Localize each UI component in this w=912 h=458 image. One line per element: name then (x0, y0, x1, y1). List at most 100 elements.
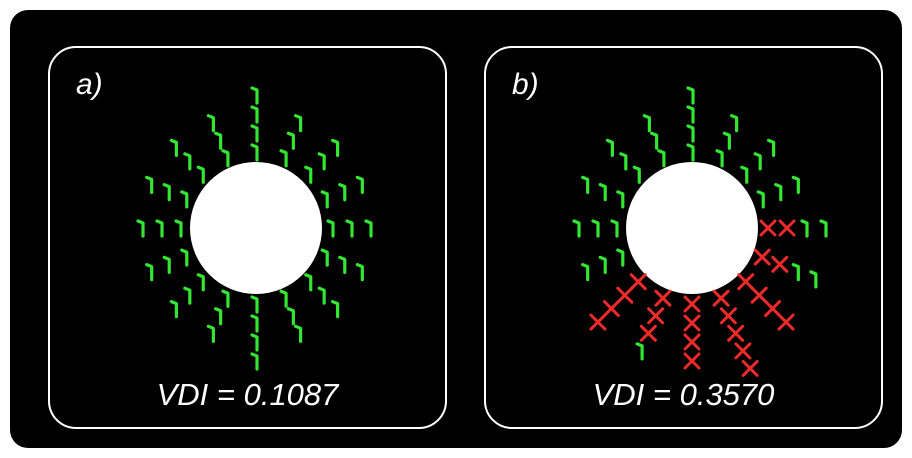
valid-vector-mark (196, 273, 205, 292)
vector-field-a (136, 86, 373, 371)
valid-vector-mark (610, 219, 619, 238)
valid-vector-mark (791, 263, 800, 282)
valid-vector-mark (774, 183, 783, 202)
invalid-vector-mark (759, 219, 777, 237)
invalid-vector-mark (737, 273, 755, 291)
valid-vector-mark (180, 248, 189, 267)
valid-vector-mark (250, 86, 259, 105)
valid-vector-mark (722, 131, 731, 150)
invalid-vector-mark (753, 248, 771, 266)
valid-vector-mark (317, 152, 326, 171)
valid-vector-mark (294, 114, 303, 133)
valid-vector-mark (767, 138, 776, 157)
vdi-value: VDI = 0.1087 (156, 377, 339, 412)
valid-vector-mark (572, 219, 581, 238)
valid-vector-mark (250, 124, 259, 143)
valid-vector-mark (320, 190, 329, 209)
valid-vector-mark (809, 270, 818, 289)
invalid-vector-mark (639, 324, 657, 342)
valid-vector-mark (338, 183, 347, 202)
valid-vector-mark (250, 333, 259, 352)
valid-vector-mark (753, 152, 762, 171)
valid-vector-mark (756, 190, 765, 209)
valid-vector-mark (286, 307, 295, 326)
valid-vector-mark (279, 149, 288, 168)
invalid-vector-mark (712, 289, 730, 307)
valid-vector-mark (169, 138, 178, 157)
invalid-vector-mark (741, 359, 759, 377)
valid-vector-mark (791, 175, 800, 194)
valid-vector-mark (183, 152, 192, 171)
valid-vector-mark (605, 138, 614, 157)
valid-vector-mark (581, 175, 590, 194)
invalid-vector-mark (647, 307, 665, 325)
valid-vector-mark (304, 273, 313, 292)
valid-vector-mark (619, 152, 628, 171)
valid-vector-mark (286, 131, 295, 150)
panel-label: a) (76, 68, 103, 101)
panel-a: a) VDI = 0.1087 (48, 46, 447, 429)
valid-vector-mark (206, 324, 215, 343)
valid-vector-mark (364, 219, 373, 238)
valid-vector-mark (317, 286, 326, 305)
valid-vector-mark (642, 114, 651, 133)
valid-vector-mark (250, 352, 259, 371)
invalid-vector-mark (589, 313, 607, 331)
valid-vector-mark (294, 324, 303, 343)
valid-vector-mark (686, 86, 695, 105)
valid-vector-mark (206, 114, 215, 133)
panel-b: b) VDI = 0.3570 (484, 46, 883, 429)
valid-vector-mark (196, 165, 205, 184)
valid-vector-mark (214, 307, 223, 326)
valid-vector-mark (632, 165, 641, 184)
invalid-vector-mark (719, 307, 737, 325)
valid-vector-mark (250, 314, 259, 333)
obstacle-disk (626, 162, 758, 294)
valid-vector-mark (657, 149, 666, 168)
invalid-vector-mark (683, 314, 701, 332)
valid-vector-mark (320, 248, 329, 267)
vector-field-b (572, 86, 828, 377)
valid-vector-mark (279, 289, 288, 308)
obstacle-disk (190, 162, 322, 294)
valid-vector-mark (591, 219, 600, 238)
valid-vector-mark (221, 289, 230, 308)
valid-vector-mark (686, 105, 695, 124)
valid-vector-mark (715, 149, 724, 168)
valid-vector-mark (819, 219, 828, 238)
valid-vector-mark (162, 255, 171, 274)
valid-vector-mark (174, 219, 183, 238)
invalid-vector-mark (764, 300, 782, 318)
invalid-vector-mark (771, 255, 789, 273)
valid-vector-mark (169, 300, 178, 319)
valid-vector-mark (162, 183, 171, 202)
valid-vector-mark (250, 143, 259, 162)
valid-vector-mark (221, 149, 230, 168)
invalid-vector-mark (683, 352, 701, 370)
invalid-vector-mark (616, 286, 634, 304)
invalid-vector-mark (683, 295, 701, 313)
valid-vector-mark (331, 138, 340, 157)
valid-vector-mark (214, 131, 223, 150)
invalid-vector-mark (629, 273, 647, 291)
valid-vector-mark (598, 255, 607, 274)
invalid-vector-mark (654, 289, 672, 307)
valid-vector-mark (136, 219, 145, 238)
valid-vector-mark (326, 219, 335, 238)
valid-vector-mark (331, 300, 340, 319)
valid-vector-mark (304, 165, 313, 184)
valid-vector-mark (145, 263, 154, 282)
valid-vector-mark (581, 263, 590, 282)
valid-vector-mark (183, 286, 192, 305)
valid-vector-mark (145, 175, 154, 194)
valid-vector-mark (355, 263, 364, 282)
invalid-vector-mark (778, 219, 796, 237)
valid-vector-mark (355, 175, 364, 194)
valid-vector-mark (686, 124, 695, 143)
valid-vector-mark (180, 190, 189, 209)
valid-vector-mark (155, 219, 164, 238)
invalid-vector-mark (750, 286, 768, 304)
valid-vector-mark (635, 342, 644, 361)
valid-vector-mark (250, 295, 259, 314)
invalid-vector-mark (727, 324, 745, 342)
